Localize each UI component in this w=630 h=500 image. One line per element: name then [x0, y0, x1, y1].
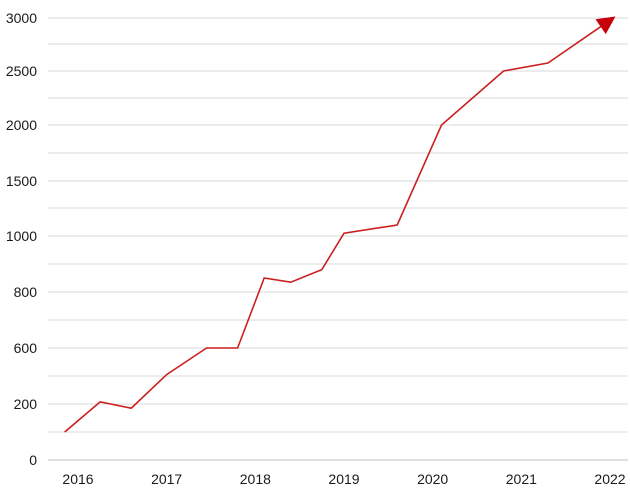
- series-layer: [64, 16, 616, 433]
- y-tick-label: 600: [14, 340, 38, 356]
- y-tick-label: 1500: [6, 173, 37, 189]
- series-line: [64, 22, 607, 433]
- y-tick-label: 3000: [6, 10, 37, 26]
- y-tick-label: 0: [29, 452, 37, 468]
- x-tick-label: 2019: [328, 471, 359, 487]
- x-tick-label: 2017: [151, 471, 182, 487]
- x-tick-label: 2018: [240, 471, 271, 487]
- y-axis-ticks: 0 200 600 800 1000 1500 2000 2500 3000: [6, 10, 37, 468]
- y-tick-label: 1000: [6, 228, 37, 244]
- x-tick-label: 2020: [417, 471, 448, 487]
- x-tick-label: 2022: [594, 471, 625, 487]
- y-tick-label: 200: [14, 396, 38, 412]
- x-tick-label: 2016: [62, 471, 93, 487]
- x-tick-label: 2021: [506, 471, 537, 487]
- x-axis-ticks: 2016 2017 2018 2019 2020 2021 2022: [62, 471, 625, 487]
- gridlines: [48, 17, 628, 461]
- y-tick-label: 2000: [6, 117, 37, 133]
- y-tick-label: 2500: [6, 63, 37, 79]
- arrowhead-marker: [595, 16, 616, 35]
- y-tick-label: 800: [14, 284, 38, 300]
